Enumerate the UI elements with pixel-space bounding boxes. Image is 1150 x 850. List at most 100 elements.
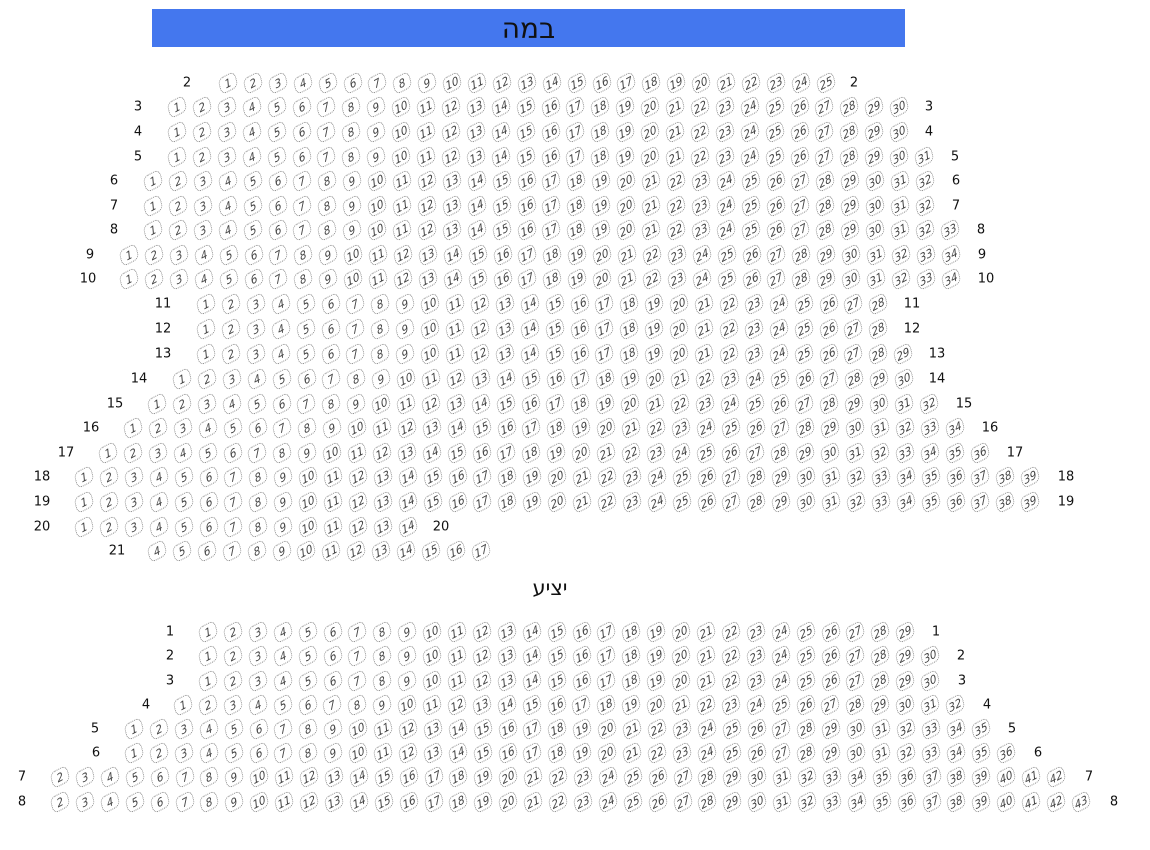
balcony-seat[interactable]: 8 — [371, 619, 393, 645]
balcony-seat[interactable]: 2 — [49, 764, 71, 790]
balcony-seat[interactable]: 21 — [522, 764, 544, 790]
hall-seat[interactable]: 5 — [294, 316, 317, 342]
hall-seat[interactable]: 34 — [895, 489, 917, 515]
hall-seat[interactable]: 18 — [594, 366, 616, 392]
hall-seat[interactable]: 10 — [390, 119, 412, 145]
balcony-seat[interactable]: 31 — [919, 692, 941, 718]
hall-seat[interactable]: 4 — [270, 341, 292, 367]
hall-seat[interactable]: 20 — [615, 217, 637, 243]
hall-seat[interactable]: 22 — [641, 242, 663, 268]
balcony-seat[interactable]: 28 — [869, 668, 891, 694]
balcony-seat[interactable]: 15 — [520, 692, 543, 718]
balcony-seat[interactable]: 26 — [794, 692, 817, 718]
balcony-seat[interactable]: 14 — [447, 716, 469, 742]
hall-seat[interactable]: 26 — [768, 391, 791, 417]
balcony-seat[interactable]: 27 — [671, 789, 694, 815]
hall-seat[interactable]: 7 — [221, 538, 243, 564]
balcony-seat[interactable]: 28 — [795, 740, 817, 766]
hall-seat[interactable]: 17 — [593, 316, 616, 342]
hall-seat[interactable]: 29 — [843, 391, 865, 417]
hall-seat[interactable]: 27 — [793, 391, 816, 417]
hall-seat[interactable]: 24 — [695, 415, 717, 441]
balcony-seat[interactable]: 11 — [446, 643, 468, 669]
hall-seat[interactable]: 9 — [270, 538, 293, 564]
balcony-seat[interactable]: 12 — [471, 643, 493, 669]
hall-seat[interactable]: 19 — [614, 94, 636, 120]
hall-seat[interactable]: 7 — [267, 266, 290, 292]
balcony-seat[interactable]: 16 — [570, 668, 593, 694]
hall-seat[interactable]: 12 — [440, 144, 462, 170]
hall-seat[interactable]: 11 — [415, 119, 437, 145]
hall-seat[interactable]: 12 — [347, 489, 369, 515]
hall-seat[interactable]: 29 — [892, 341, 914, 367]
hall-seat[interactable]: 1 — [73, 514, 95, 540]
balcony-seat[interactable]: 12 — [298, 764, 320, 790]
balcony-seat[interactable]: 13 — [496, 668, 518, 694]
hall-seat[interactable]: 18 — [541, 242, 563, 268]
balcony-seat[interactable]: 34 — [945, 740, 967, 766]
balcony-seat[interactable]: 10 — [421, 619, 443, 645]
hall-seat[interactable]: 23 — [666, 266, 688, 292]
hall-seat[interactable]: 25 — [719, 415, 742, 441]
hall-seat[interactable]: 5 — [265, 119, 288, 145]
balcony-seat[interactable]: 11 — [446, 668, 468, 694]
hall-seat[interactable]: 21 — [595, 440, 617, 466]
hall-seat[interactable]: 26 — [788, 144, 811, 170]
balcony-seat[interactable]: 5 — [296, 643, 319, 669]
balcony-seat[interactable]: 2 — [197, 692, 219, 718]
hall-seat[interactable]: 39 — [1019, 489, 1041, 515]
hall-seat[interactable]: 25 — [670, 464, 693, 490]
balcony-seat[interactable]: 10 — [421, 643, 443, 669]
hall-seat[interactable]: 23 — [621, 489, 643, 515]
hall-seat[interactable]: 7 — [291, 193, 314, 219]
hall-seat[interactable]: 21 — [620, 415, 642, 441]
hall-seat[interactable]: 5 — [172, 489, 195, 515]
balcony-seat[interactable]: 14 — [521, 668, 543, 694]
hall-seat[interactable]: 8 — [296, 415, 318, 441]
hall-seat[interactable]: 28 — [790, 242, 812, 268]
hall-seat[interactable]: 25 — [743, 391, 766, 417]
hall-seat[interactable]: 13 — [441, 193, 463, 219]
balcony-seat[interactable]: 38 — [945, 764, 968, 790]
hall-seat[interactable]: 31 — [889, 217, 911, 243]
hall-seat[interactable]: 16 — [470, 440, 493, 466]
hall-seat[interactable]: 15 — [421, 489, 444, 515]
hall-seat[interactable]: 13 — [445, 391, 467, 417]
hall-seat[interactable]: 4 — [241, 119, 263, 145]
hall-seat[interactable]: 36 — [944, 464, 967, 490]
balcony-seat[interactable]: 19 — [645, 619, 667, 645]
hall-seat[interactable]: 20 — [690, 70, 712, 96]
balcony-seat[interactable]: 21 — [522, 789, 544, 815]
hall-seat[interactable]: 17 — [564, 94, 587, 120]
hall-seat[interactable]: 8 — [292, 266, 314, 292]
hall-seat[interactable]: 22 — [620, 440, 642, 466]
balcony-seat[interactable]: 6 — [321, 619, 344, 645]
hall-seat[interactable]: 13 — [372, 514, 394, 540]
balcony-seat[interactable]: 24 — [770, 668, 792, 694]
balcony-seat[interactable]: 30 — [919, 668, 941, 694]
balcony-seat[interactable]: 17 — [521, 716, 544, 742]
hall-seat[interactable]: 25 — [763, 94, 786, 120]
hall-seat[interactable]: 20 — [615, 193, 637, 219]
hall-seat[interactable]: 20 — [570, 440, 592, 466]
hall-seat[interactable]: 7 — [315, 94, 338, 120]
balcony-seat[interactable]: 18 — [447, 789, 470, 815]
hall-seat[interactable]: 14 — [442, 242, 464, 268]
hall-seat[interactable]: 9 — [341, 193, 363, 219]
hall-seat[interactable]: 3 — [216, 119, 238, 145]
hall-seat[interactable]: 12 — [392, 266, 414, 292]
balcony-seat[interactable]: 2 — [148, 740, 170, 766]
hall-seat[interactable]: 23 — [645, 440, 667, 466]
hall-seat[interactable]: 5 — [241, 217, 264, 243]
balcony-seat[interactable]: 20 — [497, 789, 519, 815]
balcony-seat[interactable]: 7 — [173, 789, 196, 815]
hall-seat[interactable]: 25 — [763, 144, 786, 170]
balcony-seat[interactable]: 22 — [720, 619, 742, 645]
balcony-seat[interactable]: 31 — [771, 764, 793, 790]
hall-seat[interactable]: 18 — [496, 464, 518, 490]
balcony-seat[interactable]: 19 — [472, 764, 494, 790]
hall-seat[interactable]: 11 — [444, 341, 466, 367]
hall-seat[interactable]: 1 — [142, 168, 164, 194]
hall-seat[interactable]: 14 — [541, 70, 563, 96]
hall-seat[interactable]: 30 — [840, 266, 862, 292]
